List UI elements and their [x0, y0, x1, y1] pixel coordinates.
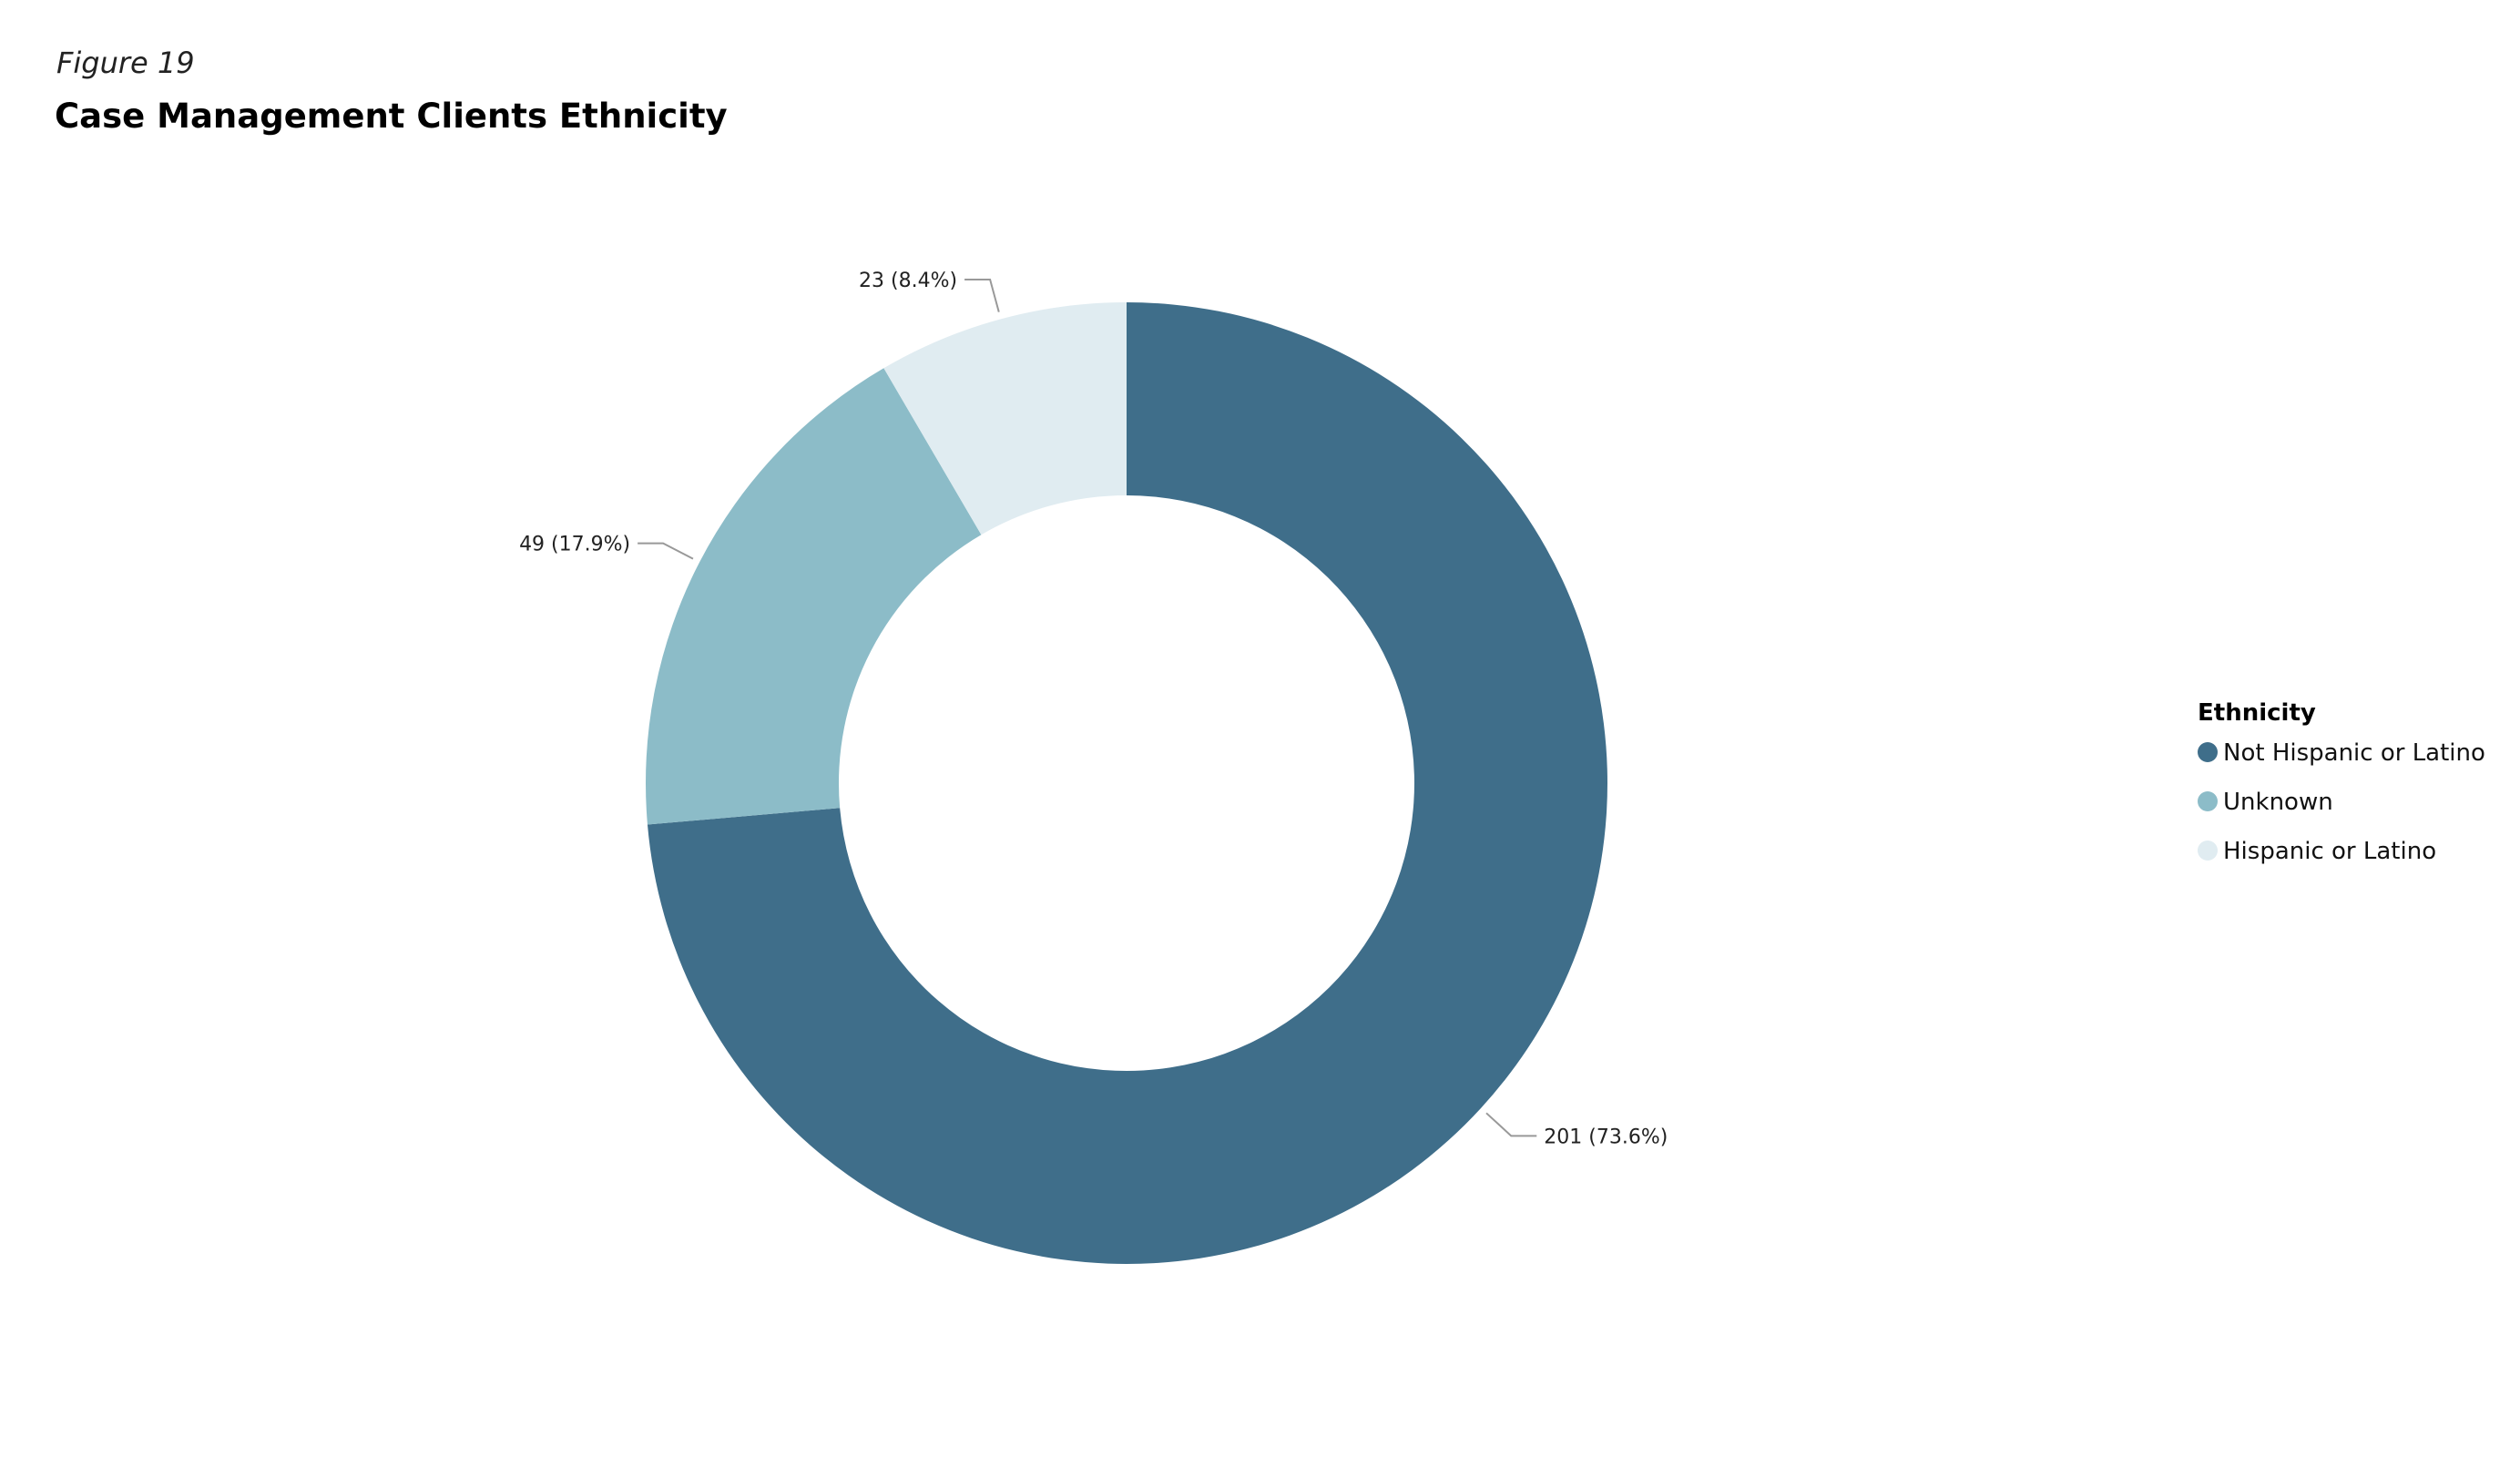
leader-line — [638, 542, 694, 560]
data-label: 201 (73.6%) — [1544, 1126, 1668, 1148]
legend-item[interactable]: Hispanic or Latino — [2223, 838, 2436, 865]
legend-item[interactable]: Not Hispanic or Latino — [2223, 739, 2485, 767]
data-label: 49 (17.9%) — [519, 534, 630, 556]
legend-title: Ethnicity — [2198, 699, 2316, 727]
slice-not-hispanic-or-latino[interactable] — [647, 302, 1607, 1264]
slice-unknown[interactable] — [646, 368, 982, 825]
legend-item[interactable]: Unknown — [2223, 789, 2333, 816]
leader-line — [1485, 1112, 1537, 1137]
leader-line — [964, 278, 1000, 312]
legend-swatch — [2198, 791, 2218, 811]
slice-hispanic-or-latino[interactable] — [883, 302, 1127, 535]
data-label: 23 (8.4%) — [859, 270, 957, 292]
legend-swatch — [2198, 841, 2218, 861]
legend-swatch — [2198, 742, 2218, 762]
figure-label: Figure 19 — [56, 46, 195, 80]
chart-title: Case Management Clients Ethnicity — [55, 97, 728, 136]
